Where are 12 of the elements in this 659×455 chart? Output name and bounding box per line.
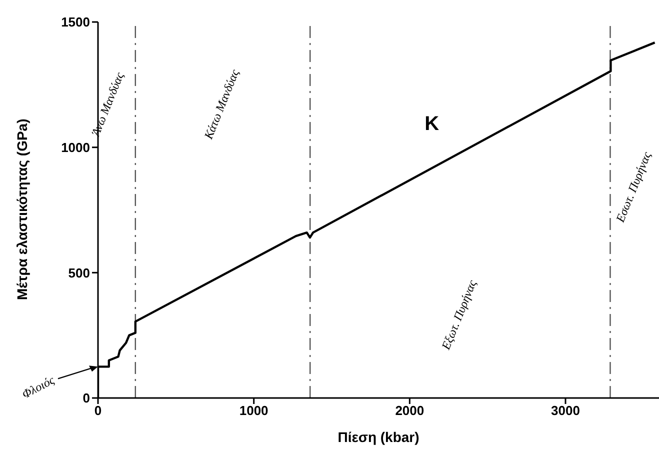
x-tick-label: 1000: [239, 403, 268, 418]
annotation: Φλοιός: [20, 372, 57, 402]
y-tick-label: 1000: [61, 140, 90, 155]
y-axis-title: Μέτρα ελαστικότητας (GPa): [14, 118, 30, 300]
y-tick-label: 500: [68, 265, 90, 280]
y-tick-label: 0: [82, 390, 90, 406]
series-label: K: [424, 112, 440, 135]
x-tick-label: 0: [94, 403, 102, 418]
x-axis-title: Πίεση (kbar): [338, 429, 420, 445]
y-tick-label: 1500: [61, 14, 90, 30]
x-tick-label: 2000: [395, 403, 424, 418]
x-tick-label: 3000: [551, 403, 580, 418]
